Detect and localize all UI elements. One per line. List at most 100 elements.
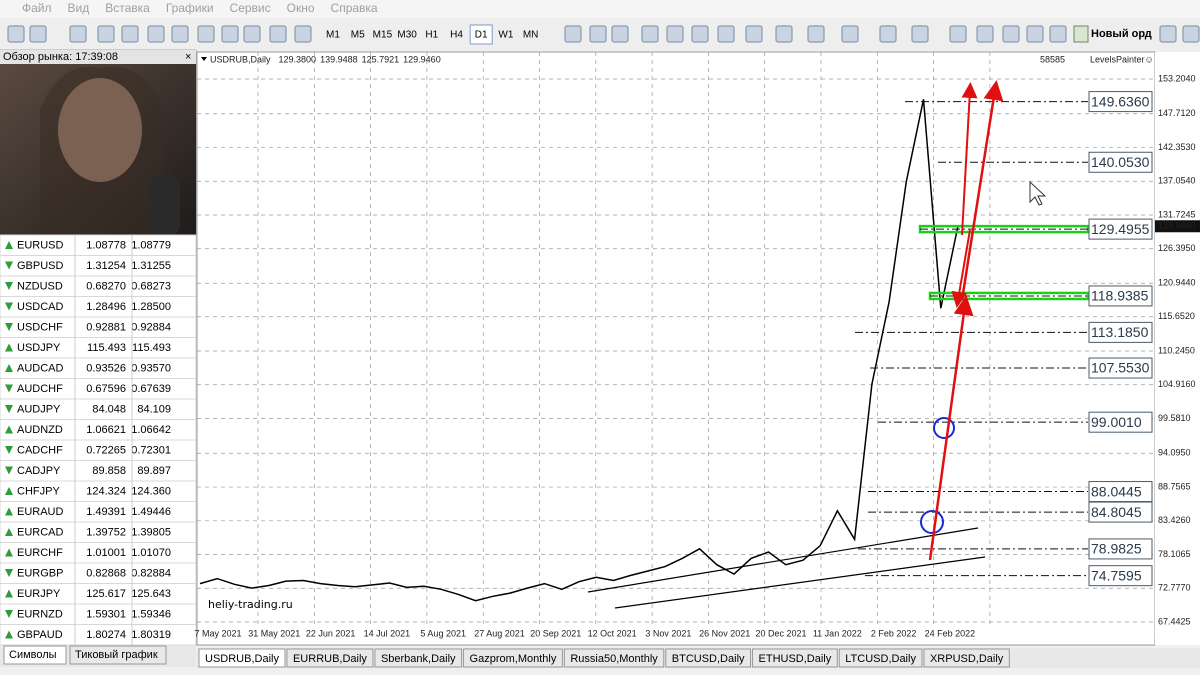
chart-tab-label: Sberbank,Daily [381,653,456,665]
toolbar-icon[interactable] [1073,25,1089,43]
toolbar-icon[interactable] [641,25,659,43]
chart-tab[interactable] [374,648,463,668]
toolbar-icon[interactable] [243,25,261,43]
timeframe-button[interactable]: M30 [397,30,417,41]
toolbar-icon[interactable] [745,25,763,43]
tab[interactable] [69,645,167,665]
toolbar-icon[interactable] [666,25,684,43]
toolbar-icon[interactable] [121,25,139,43]
bid: 1.31254 [86,260,126,272]
symbol: GBPUSD [17,260,64,272]
timeframe-button[interactable]: M1 [326,30,340,41]
price-tick-label: 115.6520 [1158,311,1195,321]
timeframe-button[interactable]: H4 [450,30,463,41]
symbol: AUDCHF [17,383,63,395]
menu-item[interactable]: Сервис [230,1,271,15]
timeframe-button[interactable]: W1 [498,30,513,41]
chart-tab[interactable] [923,648,1010,668]
direction-icon [5,241,13,249]
chart-tab[interactable] [838,648,923,668]
level-label: 113.1850 [1091,324,1149,340]
price-tick-label: 137.0540 [1158,176,1196,186]
ask: 0.92884 [131,321,171,333]
direction-icon [5,487,13,495]
new-order-button[interactable]: Новый орд [1091,28,1152,40]
market-row[interactable] [0,624,197,646]
timeframe-button[interactable]: H1 [425,30,438,41]
toolbar-icon[interactable] [269,25,287,43]
toolbar-icon[interactable] [171,25,189,43]
chart-tab[interactable] [752,648,838,668]
chart-tab[interactable] [463,648,563,668]
tab[interactable] [3,645,67,665]
toolbar-icon[interactable] [221,25,239,43]
toolbar-icon[interactable] [1049,25,1067,43]
menu-item[interactable]: Справка [331,1,378,15]
chart-tab[interactable] [198,648,286,668]
toolbar-icon[interactable] [97,25,115,43]
level-label: 99.0010 [1091,414,1142,430]
timeframe-button[interactable]: D1 [475,30,488,41]
timeframe-button[interactable]: M5 [351,30,365,41]
price-tick-label: 78.1065 [1158,549,1191,559]
toolbar-icon[interactable] [691,25,709,43]
ask: 0.82884 [131,567,171,579]
toolbar-icon[interactable] [7,25,25,43]
menu-item[interactable]: Вид [68,1,90,15]
level-label: 129.4955 [1091,221,1150,237]
date-tick-label: 14 Jul 2021 [364,628,411,638]
menu-item[interactable]: Вставка [105,1,150,15]
ask: 0.93570 [131,362,171,374]
toolbar-icon[interactable] [69,25,87,43]
bid: 0.92881 [86,321,126,333]
timeframe-button[interactable]: M15 [373,30,393,41]
toolbar-icon[interactable] [1182,25,1200,43]
toolbar-icon[interactable] [1159,25,1177,43]
symbol: USDJPY [17,342,61,354]
toolbar-icon[interactable] [564,25,582,43]
toolbar-icon[interactable] [589,25,607,43]
toolbar-icon[interactable] [611,25,629,43]
toolbar-icon[interactable] [1026,25,1044,43]
chart-tab[interactable] [286,648,374,668]
toolbar-icon[interactable] [29,25,47,43]
toolbar-icon[interactable] [717,25,735,43]
watermark: heliy-trading.ru [208,598,293,611]
toolbar-icon[interactable] [197,25,215,43]
ask: 0.67639 [131,383,171,395]
toolbar-icon[interactable] [1002,25,1020,43]
bid: 1.39752 [86,526,126,538]
chart-tab-label: LTCUSD,Daily [845,653,916,665]
toolbar-icon[interactable] [976,25,994,43]
ask: 1.39805 [131,526,171,538]
toolbar-icon[interactable] [949,25,967,43]
menu-item[interactable]: Окно [287,1,315,15]
direction-icon [5,343,13,352]
symbol: CADCHF [17,444,63,456]
menu-item[interactable]: Графики [166,1,214,15]
toolbar-icon[interactable] [879,25,897,43]
timeframe-button[interactable]: MN [523,30,539,41]
menu-item[interactable]: Файл [22,1,52,15]
level-label-box [1088,151,1153,173]
toolbar-icon[interactable] [775,25,793,43]
chart-tab[interactable] [665,648,752,668]
chart-tab[interactable] [563,648,665,668]
toolbar-icon[interactable] [294,25,312,43]
direction-icon [5,446,13,454]
toolbar-icon[interactable] [911,25,929,43]
chart-tab-label: Gazprom,Monthly [470,653,557,665]
symbol: EURCHF [17,547,63,559]
price-tick-label: 153.2040 [1158,73,1196,83]
direction-icon [5,405,13,413]
price-tick-label: 110.2450 [1158,345,1195,355]
arrow [960,80,1004,301]
toolbar-icon[interactable] [841,25,859,43]
level-label-box [1088,411,1153,433]
direction-icon [5,630,13,639]
bid: 0.82868 [86,567,126,579]
toolbar-icon[interactable] [807,25,825,43]
symbol: EURNZD [17,608,63,620]
close-button[interactable]: × [185,51,191,63]
toolbar-icon[interactable] [147,25,165,43]
